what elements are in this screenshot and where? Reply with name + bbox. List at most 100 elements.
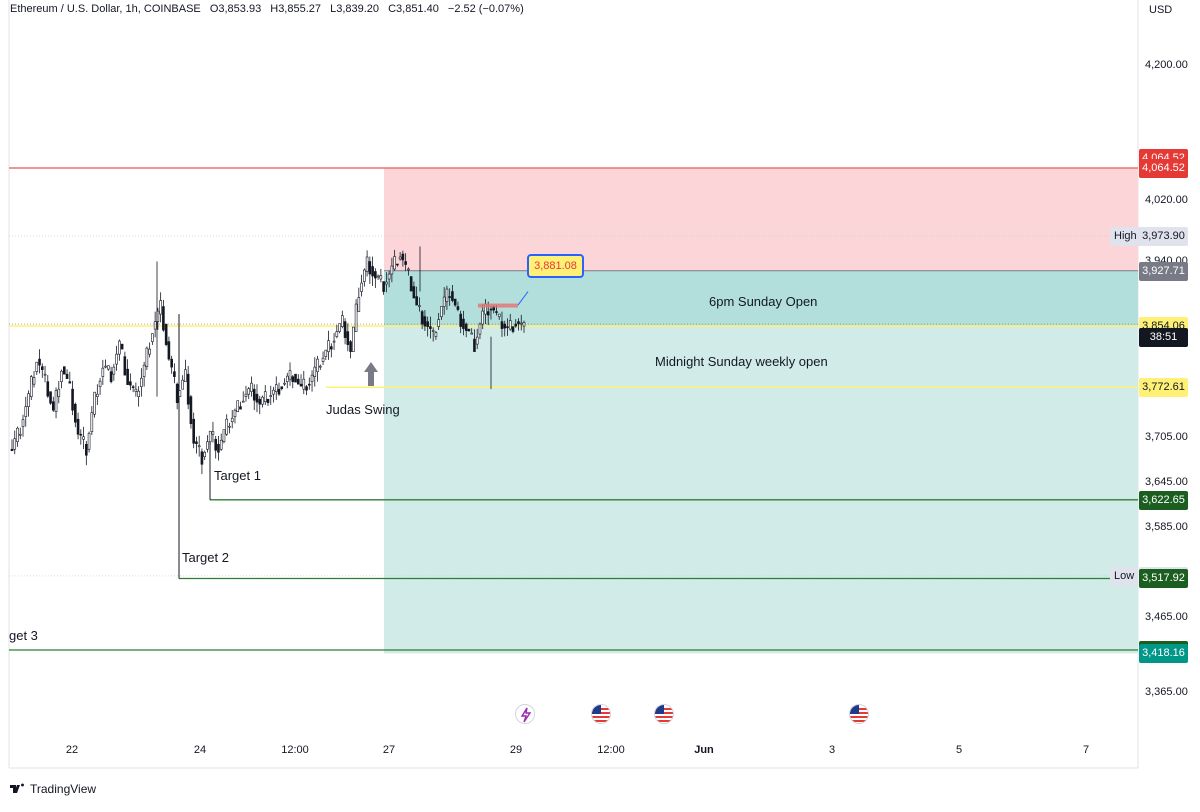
candle-body bbox=[208, 430, 212, 443]
price-tick-label: 4,200.00 bbox=[1145, 59, 1188, 72]
candle-body bbox=[29, 376, 33, 397]
footer-brand[interactable]: TradingView bbox=[10, 782, 96, 796]
judas-swing-label[interactable]: Judas Swing bbox=[326, 402, 400, 417]
event-lightning-icon[interactable] bbox=[515, 704, 535, 724]
time-tick-label: 27 bbox=[382, 744, 396, 756]
candle-body bbox=[164, 323, 168, 345]
time-tick-label: 7 bbox=[1082, 744, 1090, 756]
candle-body bbox=[473, 338, 476, 352]
time-tick-label: 22 bbox=[65, 744, 79, 756]
symbol-header: Ethereum / U.S. Dollar, 1h, COINBASE O3,… bbox=[10, 3, 530, 15]
candle-body bbox=[360, 282, 363, 292]
us-flag-icon[interactable] bbox=[654, 704, 674, 724]
candle-body bbox=[269, 395, 273, 397]
candle-body bbox=[228, 425, 231, 428]
price-level-label[interactable]: 3,772.61 bbox=[1139, 378, 1188, 398]
candle-body bbox=[445, 288, 449, 302]
candle-body bbox=[247, 388, 251, 395]
us-flag-icon[interactable] bbox=[849, 704, 869, 724]
candle-body bbox=[263, 391, 267, 402]
ohlc-close: C3,851.40 bbox=[388, 3, 439, 15]
price-level-label[interactable]: 38:51 bbox=[1139, 328, 1188, 348]
candle-body bbox=[148, 348, 151, 355]
candle-body bbox=[426, 321, 429, 327]
candle-body bbox=[379, 275, 383, 280]
time-tick-label: 24 bbox=[193, 744, 207, 756]
candle-body bbox=[316, 358, 319, 372]
candle-body bbox=[38, 358, 41, 366]
candle-body bbox=[142, 364, 146, 377]
candle-body bbox=[418, 305, 421, 307]
candle-body bbox=[241, 400, 245, 403]
candle-body bbox=[239, 406, 242, 410]
candle-body bbox=[285, 375, 289, 382]
symbol-title[interactable]: Ethereum / U.S. Dollar, 1h, COINBASE bbox=[10, 3, 201, 15]
candle-body bbox=[519, 322, 523, 325]
candle-body bbox=[140, 377, 143, 387]
ohlc-low: L3,839.20 bbox=[330, 3, 380, 15]
candle-body bbox=[319, 365, 322, 368]
candle-body bbox=[206, 441, 209, 450]
candle-body bbox=[43, 373, 47, 376]
candle-body bbox=[324, 349, 328, 357]
red-zone bbox=[384, 168, 1138, 271]
candle-body bbox=[68, 381, 72, 384]
currency-label[interactable]: USD bbox=[1149, 4, 1173, 16]
candle-body bbox=[478, 323, 482, 335]
candle-body bbox=[145, 347, 149, 367]
price-tag-label: High bbox=[1110, 227, 1141, 247]
candle-body bbox=[294, 373, 297, 383]
candle-body bbox=[90, 412, 94, 433]
candle-body bbox=[398, 256, 402, 260]
price-level-label[interactable]: 3,418.16 bbox=[1139, 644, 1188, 664]
candle-body bbox=[330, 346, 333, 350]
price-tick-label: 3,705.00 bbox=[1145, 430, 1188, 443]
candle-body bbox=[24, 406, 28, 418]
candle-body bbox=[481, 310, 485, 325]
target-2-label[interactable]: Target 2 bbox=[182, 550, 229, 565]
candle-body bbox=[184, 369, 187, 382]
candle-body bbox=[357, 297, 361, 312]
price-level-label[interactable]: 3,622.65 bbox=[1139, 490, 1188, 510]
price-tag-label: Low bbox=[1110, 566, 1139, 586]
candle-body bbox=[197, 445, 201, 448]
candle-body bbox=[13, 438, 17, 450]
candle-body bbox=[349, 341, 352, 352]
candle-body bbox=[63, 366, 66, 375]
weekly-open-label[interactable]: Midnight Sunday weekly open bbox=[655, 354, 828, 369]
ohlc-change: −2.52 (−0.07%) bbox=[447, 3, 524, 15]
candle-body bbox=[352, 326, 355, 352]
candle-body bbox=[385, 281, 388, 285]
candle-body bbox=[93, 391, 96, 415]
candle-body bbox=[453, 298, 457, 306]
candle-body bbox=[371, 266, 374, 277]
price-level-label[interactable]: 3,517.92 bbox=[1139, 569, 1188, 589]
candle-body bbox=[258, 398, 262, 405]
target-3-label[interactable]: get 3 bbox=[9, 628, 38, 643]
price-level-label[interactable]: 3,927.71 bbox=[1139, 261, 1188, 281]
price-callout[interactable]: 3,881.08 bbox=[527, 254, 584, 278]
candle-body bbox=[442, 296, 446, 307]
sunday-open-label[interactable]: 6pm Sunday Open bbox=[709, 294, 818, 309]
us-flag-icon[interactable] bbox=[591, 704, 611, 724]
candle-body bbox=[162, 306, 165, 331]
candle-body bbox=[225, 418, 229, 435]
candle-body bbox=[277, 388, 281, 395]
candle-body bbox=[57, 388, 61, 397]
candle-body bbox=[354, 303, 358, 332]
candle-body bbox=[129, 381, 132, 386]
judas-arrow-icon bbox=[364, 362, 378, 386]
candle-body bbox=[382, 281, 385, 292]
price-level-label[interactable]: 4,064.52 bbox=[1139, 159, 1188, 178]
candle-body bbox=[343, 321, 347, 338]
candle-body bbox=[120, 343, 124, 350]
price-level-label[interactable]: 3,973.90 bbox=[1139, 227, 1188, 247]
price-tick-label: 3,465.00 bbox=[1145, 611, 1188, 624]
candle-body bbox=[82, 436, 85, 440]
candle-body bbox=[396, 263, 399, 266]
candle-body bbox=[255, 393, 259, 403]
candle-body bbox=[109, 371, 113, 382]
target-1-label[interactable]: Target 1 bbox=[214, 468, 261, 483]
candle-body bbox=[96, 393, 99, 397]
